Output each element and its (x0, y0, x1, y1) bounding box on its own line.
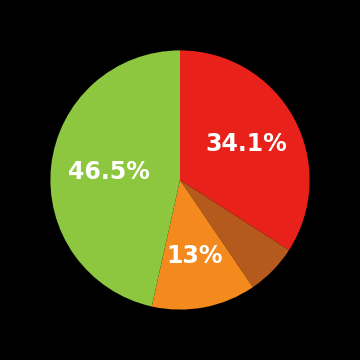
Text: 34.1%: 34.1% (205, 132, 287, 156)
Wedge shape (180, 180, 289, 287)
Wedge shape (50, 50, 180, 306)
Text: 13%: 13% (166, 244, 223, 269)
Wedge shape (152, 180, 253, 310)
Wedge shape (180, 50, 310, 250)
Text: 46.5%: 46.5% (68, 160, 150, 184)
